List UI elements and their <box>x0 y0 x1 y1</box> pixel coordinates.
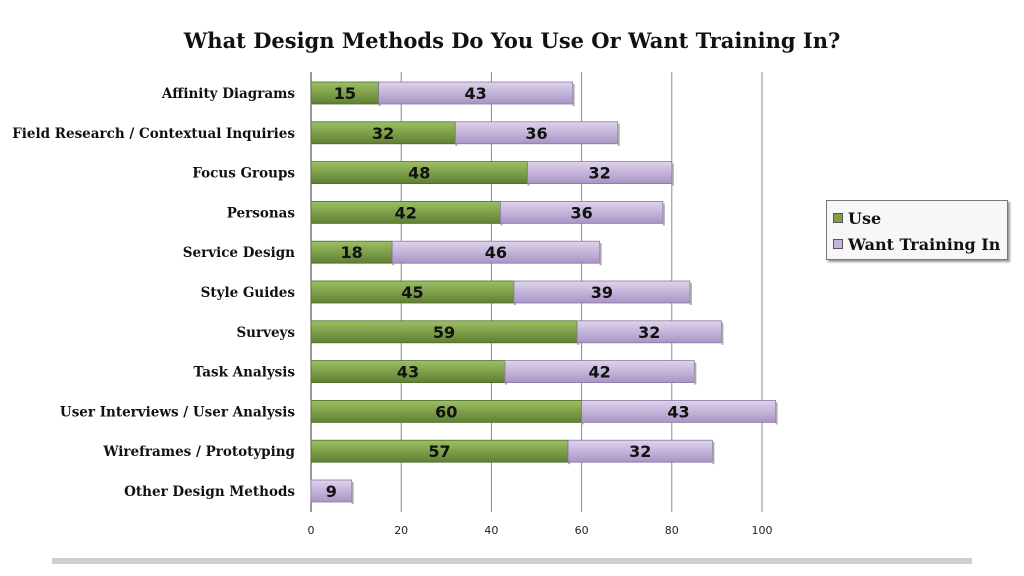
data-label: 42 <box>589 363 611 382</box>
data-label: 46 <box>485 243 507 262</box>
bar-shadow <box>712 442 715 465</box>
bar-shadow <box>721 322 724 345</box>
bar-shadow <box>617 123 620 146</box>
legend-swatch-use <box>833 213 843 223</box>
data-label: 39 <box>591 283 613 302</box>
category-label: Style Guides <box>201 285 296 301</box>
legend-swatch-want-training <box>833 239 843 249</box>
legend-item-use: Use <box>833 205 1007 231</box>
x-tick-label-0: 0 <box>308 524 315 537</box>
category-label: Field Research / Contextual Inquiries <box>12 126 295 142</box>
legend: Use Want Training In <box>826 200 1008 260</box>
data-label: 9 <box>326 482 337 501</box>
category-label: Other Design Methods <box>124 484 295 500</box>
bar-shadow <box>694 362 697 385</box>
data-label: 57 <box>428 442 450 461</box>
bar-shadow <box>662 203 665 226</box>
legend-label-want-training: Want Training In <box>848 234 1001 254</box>
bar-shadow <box>775 402 778 425</box>
legend-label-use: Use <box>848 208 882 228</box>
bar-shadow <box>572 84 575 106</box>
bar-want-training <box>581 399 776 423</box>
data-label: 18 <box>340 243 362 262</box>
data-label: 32 <box>589 164 611 183</box>
footer-divider <box>52 558 972 564</box>
data-label: 36 <box>570 203 592 222</box>
category-label: Service Design <box>183 245 295 261</box>
category-label: Personas <box>227 205 296 221</box>
data-label: 15 <box>334 84 356 103</box>
data-label: 43 <box>464 84 486 103</box>
bar-shadow <box>689 283 692 305</box>
x-tick-label-100: 100 <box>752 524 773 537</box>
bar-shadow <box>671 163 674 186</box>
category-label: User Interviews / User Analysis <box>60 404 295 420</box>
data-label: 43 <box>667 402 689 421</box>
category-label: Affinity Diagrams <box>161 86 296 102</box>
data-label: 59 <box>433 323 455 342</box>
category-labels: Affinity Diagrams Field Research / Contex… <box>12 86 295 500</box>
x-tick-label-20: 20 <box>394 524 408 537</box>
data-label: 43 <box>397 363 419 382</box>
chart-title: What Design Methods Do You Use Or Want T… <box>183 28 841 53</box>
category-label: Focus Groups <box>192 166 295 182</box>
data-label: 36 <box>525 124 547 143</box>
bars: 15 43 32 36 48 32 42 36 18 46 45 39 59 32 43 42 60 43 57 32… <box>310 81 778 504</box>
bar-want-training <box>378 81 573 105</box>
category-label: Task Analysis <box>194 365 296 381</box>
data-label: 32 <box>629 442 651 461</box>
x-axis-ticks: 0 20 40 60 80 100 <box>308 524 773 537</box>
category-label: Surveys <box>236 325 295 341</box>
x-tick-label-60: 60 <box>575 524 589 537</box>
category-label: Wireframes / Prototyping <box>102 444 295 460</box>
x-tick-label-80: 80 <box>665 524 679 537</box>
data-label: 45 <box>401 283 423 302</box>
bar-shadow <box>351 482 354 504</box>
legend-item-want-training: Want Training In <box>833 231 1007 257</box>
x-tick-label-40: 40 <box>484 524 498 537</box>
data-label: 32 <box>372 124 394 143</box>
data-label: 42 <box>395 203 417 222</box>
data-label: 32 <box>638 323 660 342</box>
data-label: 48 <box>408 164 430 183</box>
bar-shadow <box>599 243 602 266</box>
data-label: 60 <box>435 402 457 421</box>
